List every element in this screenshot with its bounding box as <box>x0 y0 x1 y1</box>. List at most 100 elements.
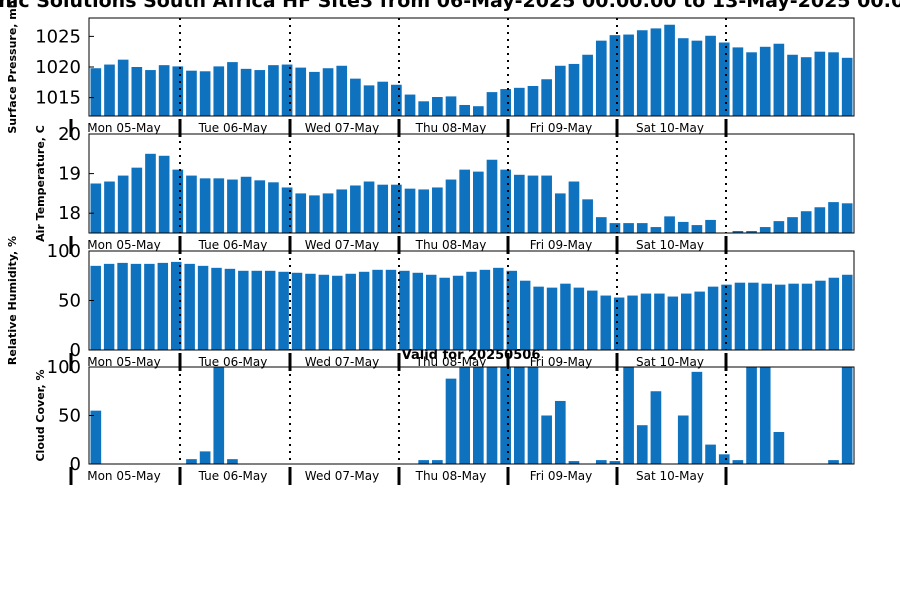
bar <box>213 66 225 116</box>
y-tick-label: 1025 <box>35 26 81 47</box>
bar <box>828 202 839 233</box>
bar <box>746 52 757 116</box>
bar <box>145 70 156 116</box>
bar <box>309 195 320 233</box>
y-tick-label: 20 <box>58 124 81 145</box>
bar <box>541 175 552 233</box>
bar <box>404 94 416 116</box>
day-label: Wed 07-May <box>305 469 379 483</box>
y-tick-label: 1020 <box>35 57 81 78</box>
bar <box>144 263 155 350</box>
bar <box>527 175 539 233</box>
y-tick-label: 19 <box>58 164 81 185</box>
bar <box>554 400 566 464</box>
bar <box>609 223 621 233</box>
bar <box>721 284 732 350</box>
bar <box>759 227 771 233</box>
bar <box>117 175 129 233</box>
bar <box>609 35 621 116</box>
bar <box>774 284 786 350</box>
bar <box>385 269 397 350</box>
bar <box>224 268 236 350</box>
bar <box>500 169 511 233</box>
panel-2: 18 19 20 Air Temperature, C Mon 05-May Tue 06… <box>34 124 855 254</box>
bar <box>322 68 334 116</box>
bar <box>828 277 840 350</box>
bar <box>640 293 652 350</box>
bar <box>158 65 170 116</box>
figure-title: Benthic Solutions South Africa HF Site3 … <box>0 0 900 12</box>
bar <box>691 225 703 233</box>
bar <box>227 459 238 464</box>
bar <box>345 273 356 350</box>
bar <box>650 227 662 233</box>
bar <box>541 79 552 116</box>
bar <box>828 52 839 116</box>
bar <box>677 38 689 116</box>
day-label: Wed 07-May <box>305 238 379 252</box>
bar <box>746 231 757 233</box>
bar <box>199 451 211 464</box>
bar <box>90 265 101 350</box>
bar <box>486 92 498 116</box>
bar <box>582 199 593 233</box>
bar <box>627 295 638 350</box>
bar <box>281 187 293 233</box>
bar <box>131 67 143 116</box>
day-label: Thu 08-May <box>415 121 487 135</box>
bar <box>613 297 625 350</box>
bar <box>278 271 289 350</box>
bar <box>199 71 211 116</box>
y-axis-label: Relative Humidity, % <box>6 236 19 365</box>
bar <box>318 274 330 350</box>
day-label: Thu 08-May <box>415 355 487 369</box>
y-axis-label: Air Temperature, C <box>34 125 47 242</box>
bar <box>473 106 484 116</box>
bar <box>211 267 222 350</box>
bar <box>418 101 430 116</box>
bar <box>486 367 498 464</box>
bar <box>90 68 102 116</box>
bar <box>90 410 102 464</box>
bar <box>104 64 115 116</box>
y-tick-label: 18 <box>58 203 81 224</box>
bar <box>705 444 716 464</box>
bar <box>527 367 539 464</box>
bar <box>788 283 799 350</box>
bar <box>227 62 238 116</box>
bar <box>291 272 303 350</box>
bar <box>145 153 156 233</box>
bar <box>466 271 477 350</box>
bar <box>399 270 410 350</box>
bar <box>554 65 566 116</box>
bar <box>707 286 719 350</box>
y-tick-label: 0 <box>70 454 81 475</box>
bar <box>554 193 566 233</box>
bar <box>841 203 853 233</box>
bar <box>412 272 424 350</box>
bar <box>377 81 389 116</box>
bar <box>513 174 525 233</box>
bar <box>759 367 771 464</box>
bar <box>479 269 491 350</box>
plot-frame <box>88 366 855 465</box>
bar <box>268 65 279 116</box>
bar <box>213 178 225 233</box>
y-axis-label: Surface Pressure, mb <box>6 0 19 133</box>
bar <box>350 78 361 116</box>
bar <box>322 193 334 233</box>
bar <box>533 286 544 350</box>
bar <box>459 169 470 233</box>
bar <box>759 46 771 116</box>
day-label: Tue 06-May <box>198 121 268 135</box>
bar <box>519 280 531 350</box>
bar <box>732 460 744 464</box>
bar <box>186 459 197 464</box>
bar <box>828 460 839 464</box>
bar <box>268 182 279 233</box>
day-label: Fri 09-May <box>530 238 593 252</box>
bar <box>251 270 262 350</box>
bar <box>197 265 209 350</box>
day-label: Wed 07-May <box>305 121 379 135</box>
